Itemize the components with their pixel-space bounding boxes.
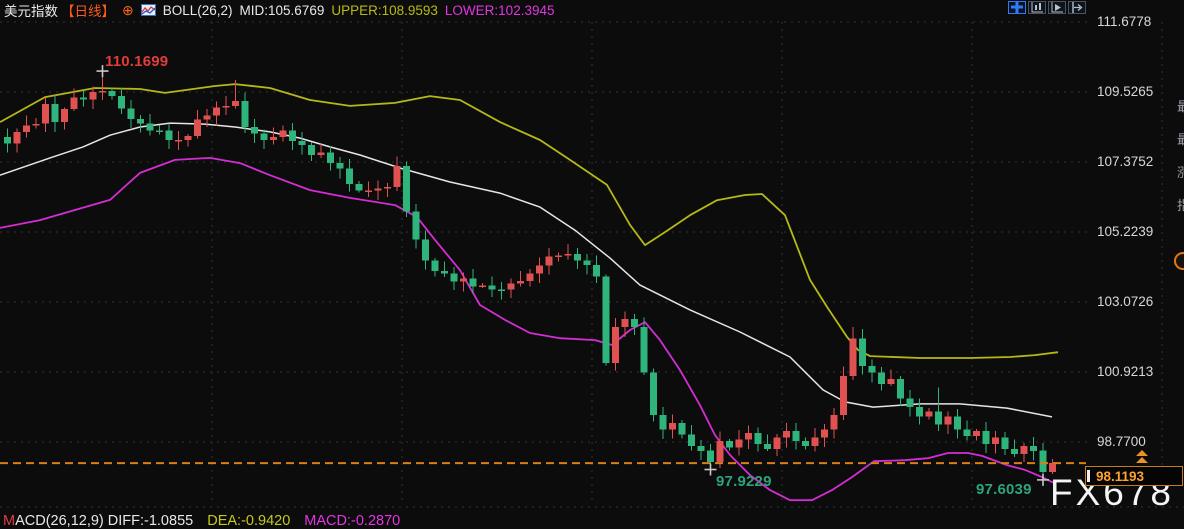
axis-label: 111.6778 bbox=[1097, 14, 1152, 29]
axis-label: 100.9213 bbox=[1097, 364, 1154, 379]
boll-upper-value: UPPER:108.9593 bbox=[331, 2, 438, 18]
axis-label: 105.2239 bbox=[1097, 224, 1154, 239]
sidebar-glyph[interactable]: 涨 bbox=[1177, 165, 1184, 180]
last-price-tag: 98.1193 bbox=[1085, 466, 1183, 486]
add-indicator-icon[interactable]: ⊕ bbox=[122, 2, 134, 18]
last-price-value: 98.1193 bbox=[1096, 468, 1145, 484]
sidebar-glyph[interactable]: 指 bbox=[1177, 198, 1184, 213]
macd-prefix: M bbox=[3, 513, 16, 529]
boll-params-label: BOLL(26,2) bbox=[162, 2, 233, 18]
chart-type-icon[interactable] bbox=[140, 4, 156, 16]
price-tick-marker bbox=[1087, 470, 1090, 482]
chart-toolbar bbox=[1008, 1, 1086, 14]
macd-label: MACD(26,12,9) DIFF:-1.0855 DEA:-0.9420 M… bbox=[3, 513, 400, 529]
sidebar-logo-icon[interactable] bbox=[1174, 252, 1184, 270]
scale-axis-icon[interactable] bbox=[1028, 1, 1046, 14]
axis-label: 103.0726 bbox=[1097, 294, 1154, 309]
axis-label: 109.5265 bbox=[1097, 84, 1154, 99]
annotation-swing-low: 97.9229 bbox=[716, 473, 772, 490]
symbol-title: 美元指数 bbox=[4, 4, 58, 19]
boll-mid-value: MID:105.6769 bbox=[239, 2, 325, 18]
shift-right-icon[interactable] bbox=[1068, 1, 1086, 14]
playback-icon[interactable] bbox=[1048, 1, 1066, 14]
period-label[interactable]: 【日线】 bbox=[61, 4, 115, 19]
macd-macd-value: MACD:-0.2870 bbox=[304, 513, 401, 529]
annotation-period-high: 110.1699 bbox=[105, 53, 169, 70]
axis-label: 98.7700 bbox=[1097, 434, 1146, 449]
annotation-recent-low: 97.6039 bbox=[976, 481, 1032, 498]
price-up-arrow-icon bbox=[1136, 450, 1148, 464]
axis-label: 107.3752 bbox=[1097, 154, 1154, 169]
boll-lower-value: LOWER:102.3945 bbox=[444, 2, 555, 18]
macd-name-diff: ACD(26,12,9) DIFF:-1.0855 bbox=[15, 513, 194, 529]
crosshair-icon[interactable] bbox=[1008, 1, 1026, 14]
sidebar-glyph[interactable]: 最 bbox=[1177, 132, 1184, 147]
indicator-header: 美元指数 【日线】 ⊕ BOLL(26,2) MID:105.6769 UPPE… bbox=[4, 2, 555, 20]
sidebar-glyph[interactable]: 最 bbox=[1177, 99, 1184, 114]
macd-dea-value: DEA:-0.9420 bbox=[207, 513, 291, 529]
